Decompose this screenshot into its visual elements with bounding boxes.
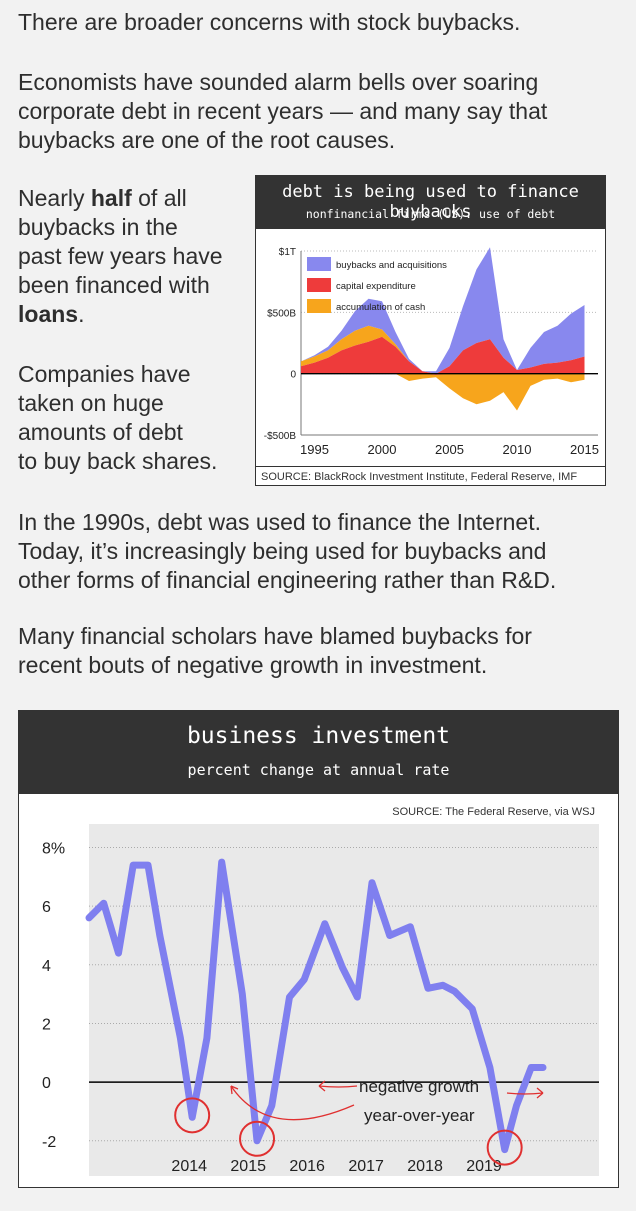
debt-chart-title: debt is being used to finance buybacks <box>282 182 579 222</box>
side-text-b-line-3: amounts of debt <box>18 419 183 445</box>
debt-chart-area-cash-negative <box>301 373 585 411</box>
intro-sentence: There are broader concerns with stock bu… <box>18 9 521 35</box>
side-text-line-5: loans. <box>18 300 84 329</box>
debt-chart-y-tick-label: -$500B <box>264 431 297 442</box>
investment-chart-source: SOURCE: The Federal Reserve, via WSJ <box>392 806 595 818</box>
debt-chart-legend-label: accumulation of cash <box>336 302 425 313</box>
investment-chart-y-tick-label: 8% <box>42 840 65 857</box>
debt-chart-legend-label: capital expenditure <box>336 281 416 292</box>
investment-chart-arrow-2019 <box>506 1092 544 1095</box>
investment-chart-arrowhead-2015 <box>230 1085 239 1095</box>
investment-chart-x-tick-label: 2014 <box>171 1158 207 1175</box>
debt-chart-legend-swatch <box>307 299 331 313</box>
investment-chart-header: business investment percent change at an… <box>19 711 618 794</box>
investment-chart-x-tick-label: 2016 <box>289 1158 325 1175</box>
debt-chart-y-tick-label: 0 <box>290 370 296 381</box>
debt-chart-subtitle: nonfinancial firms (US): use of debt <box>305 207 556 221</box>
debt-chart-source-divider <box>256 466 605 467</box>
investment-chart-annotation-line-2: year-over-year <box>364 1106 475 1125</box>
investment-chart-subtitle: percent change at annual rate <box>187 761 450 779</box>
side-text-line-2: buybacks in the <box>18 214 178 240</box>
side-text-b-line-1: Companies have <box>18 361 191 387</box>
side-text-half: half <box>90 185 132 211</box>
investment-chart-y-tick-label: 4 <box>42 958 51 975</box>
investment-chart-y-tick-label: 0 <box>42 1075 51 1092</box>
investment-chart-arrowhead-2016 <box>318 1080 326 1092</box>
paragraph-debt-line-2: corporate debt in recent years — and man… <box>18 98 548 124</box>
side-text-prefix: Nearly <box>18 185 91 211</box>
debt-chart-area-cash-positive <box>301 325 585 374</box>
side-text-loans: loans <box>18 301 79 327</box>
paragraph-scholars-line-2: recent bouts of negative growth in inves… <box>18 652 488 678</box>
paragraph-debt-line-3: buybacks are one of the root causes. <box>18 127 396 153</box>
investment-chart-x-tick-label: 2019 <box>466 1158 502 1175</box>
side-text-suffix: of all <box>131 185 187 211</box>
debt-chart-x-tick-label: 2005 <box>435 442 464 457</box>
side-text-b-line-2: taken on huge <box>18 390 164 416</box>
debt-chart-x-tick-label: 2015 <box>570 442 599 457</box>
paragraph-1990s-line-2: Today, it’s increasingly being used for … <box>18 538 547 564</box>
investment-chart-annotation-line-1: negative growth <box>359 1077 479 1096</box>
investment-chart-x-tick-label: 2017 <box>348 1158 384 1175</box>
debt-chart-source: SOURCE: BlackRock Investment Institute, … <box>261 471 578 483</box>
debt-chart-x-tick-label: 2010 <box>503 442 532 457</box>
investment-chart-arrow-2015 <box>230 1085 355 1121</box>
investment-chart-y-tick-label: 2 <box>42 1016 51 1033</box>
investment-chart-y-tick-label: -2 <box>42 1134 56 1151</box>
debt-chart-header: debt is being used to finance buybacks n… <box>256 176 605 229</box>
investment-chart-negative-circle <box>486 1129 523 1166</box>
side-text-line-4: been financed with <box>18 272 210 298</box>
investment-chart-x-tick-label: 2015 <box>230 1158 266 1175</box>
debt-chart-area-buybacks <box>301 247 585 374</box>
investment-chart-plot: SOURCE: The Federal Reserve, via WSJ 8% 6 4… <box>42 806 599 1176</box>
side-text-period: . <box>78 301 85 327</box>
paragraph-1990s-line-1: In the 1990s, debt was used to finance t… <box>18 509 541 535</box>
debt-chart-legend-swatch <box>307 257 331 271</box>
investment-chart-x-tick-label: 2018 <box>407 1158 443 1175</box>
side-text-line-1: Nearly half of all <box>18 184 187 213</box>
debt-chart-area-capex-positive <box>301 336 585 374</box>
side-text-b-line-4: to buy back shares. <box>18 448 218 474</box>
investment-chart-arrowhead-2019 <box>536 1087 544 1099</box>
paragraph-1990s-line-3: other forms of financial engineering rat… <box>18 567 557 593</box>
investment-chart-negative-circle <box>174 1097 211 1134</box>
debt-chart-y-tick-label: $1T <box>279 247 296 258</box>
debt-chart-y-tick-label: $500B <box>267 308 296 319</box>
debt-chart-x-tick-label: 1995 <box>300 442 329 457</box>
debt-chart-legend-swatch <box>307 278 331 292</box>
business-investment-chart: business investment percent change at an… <box>18 710 619 1188</box>
investment-chart-title: business investment <box>186 723 451 749</box>
investment-chart-y-tick-label: 6 <box>42 899 51 916</box>
paragraph-debt-line-1: Economists have sounded alarm bells over… <box>18 69 539 95</box>
investment-chart-arrow-2016 <box>318 1085 358 1088</box>
investment-chart-line <box>85 858 547 1154</box>
investment-chart-plot-area <box>89 824 599 1176</box>
debt-use-chart: debt is being used to finance buybacks n… <box>255 175 606 486</box>
debt-chart-x-tick-label: 2000 <box>368 442 397 457</box>
investment-chart-negative-circle <box>239 1120 276 1157</box>
debt-chart-legend-label: buybacks and acquisitions <box>336 260 447 271</box>
side-text-line-3: past few years have <box>18 243 223 269</box>
paragraph-scholars-line-1: Many financial scholars have blamed buyb… <box>18 623 532 649</box>
